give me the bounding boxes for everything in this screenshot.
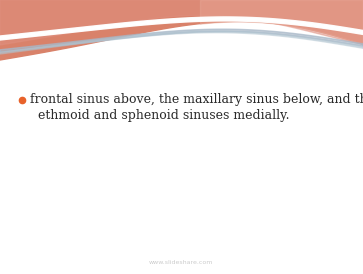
Text: www.slideshare.com: www.slideshare.com [149,259,213,264]
Text: frontal sinus above, the maxillary sinus below, and the: frontal sinus above, the maxillary sinus… [30,93,363,107]
Text: ethmoid and sphenoid sinuses medially.: ethmoid and sphenoid sinuses medially. [38,109,290,121]
